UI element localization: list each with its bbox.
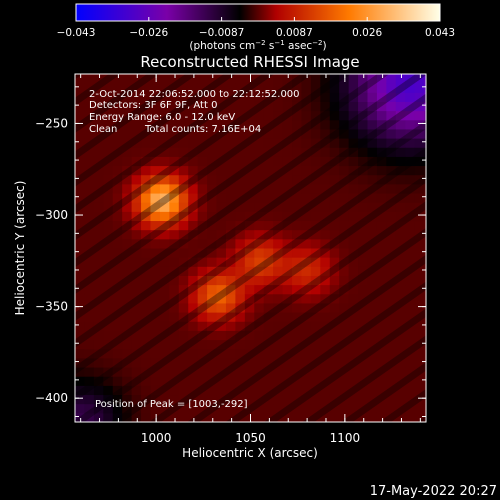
footer-timestamp: 17-May-2022 20:27 [370,484,497,499]
y-tick-label: −250 [35,116,68,130]
image-area [75,74,426,422]
annotation-method: Clean [89,124,117,135]
y-tick-label: −300 [35,208,68,222]
colorbar-tick-label: 0.0087 [276,27,313,39]
axis-ticks: 1000 1050 1100 −250 −300 −350 −400 [35,74,426,445]
annotation-peak: Position of Peak = [1003,-292] [95,399,248,410]
annotation-detectors: Detectors: 3F 6F 9F, Att 0 [89,100,217,111]
colorbar: −0.043 −0.026 −0.0087 0.0087 0.026 0.043 (pho… [57,3,455,52]
x-tick-label: 1100 [330,431,361,445]
colorbar-tick-label: −0.026 [129,27,168,39]
x-tick-label: 1050 [235,431,266,445]
colorbar-tick-label: 0.043 [425,27,455,39]
y-axis-label: Heliocentric Y (arcsec) [13,181,27,316]
annotations: 2-Oct-2014 22:06:52.000 to 22:12:52.000 … [89,89,300,410]
colorbar-gradient [75,3,441,22]
annotation-time: 2-Oct-2014 22:06:52.000 to 22:12:52.000 [89,89,300,100]
annotation-energy: Energy Range: 6.0 - 12.0 keV [89,112,235,123]
annotation-counts: Total counts: 7.16E+04 [144,124,261,135]
chart-title: Reconstructed RHESSI Image [140,53,359,71]
colorbar-unit-label: (photons cm−2 s−1 asec−2) [189,39,326,52]
y-tick-label: −400 [35,391,68,405]
colorbar-tick-label: 0.026 [352,27,382,39]
x-axis-label: Heliocentric X (arcsec) [182,446,318,460]
clean-artifact-stripes [75,74,426,422]
x-tick-label: 1000 [141,431,172,445]
colorbar-ticks: −0.043 −0.026 −0.0087 0.0087 0.026 0.043 [57,17,455,39]
colorbar-tick-label: −0.0087 [199,27,245,39]
colorbar-tick-label: −0.043 [57,27,96,39]
y-tick-label: −350 [35,300,68,314]
